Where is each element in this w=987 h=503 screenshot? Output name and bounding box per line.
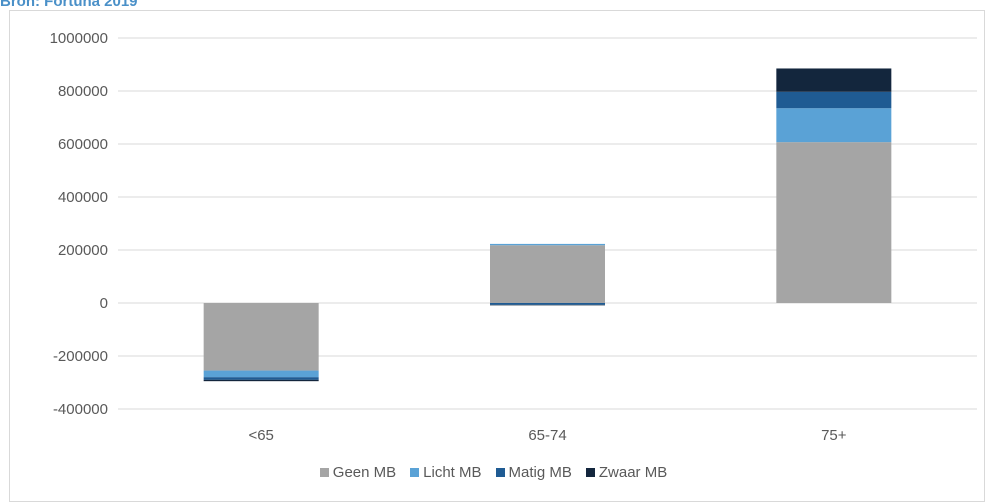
y-tick-label: 800000 bbox=[58, 83, 108, 100]
bar-segment bbox=[203, 370, 319, 378]
legend-item: Matig MB bbox=[495, 464, 572, 481]
bars bbox=[203, 68, 892, 382]
y-tick-label: 1000000 bbox=[50, 30, 108, 47]
x-tick-label: <65 bbox=[248, 427, 273, 444]
legend-label: Geen MB bbox=[332, 464, 397, 481]
y-tick-label: 600000 bbox=[58, 136, 108, 153]
y-axis: 1000000 800000 600000 400000 200000 0 -200000 -… bbox=[50, 30, 108, 418]
bar-segment bbox=[490, 304, 605, 306]
bar-segment bbox=[203, 303, 319, 371]
y-tick-label: 200000 bbox=[58, 242, 108, 259]
legend-item: Licht MB bbox=[410, 464, 482, 481]
x-tick-label: 65-74 bbox=[528, 427, 566, 444]
x-tick-label: 75+ bbox=[821, 427, 847, 444]
bar-segment bbox=[776, 91, 892, 109]
legend-swatch bbox=[585, 468, 595, 477]
y-tick-label: -400000 bbox=[53, 401, 108, 418]
chart-frame bbox=[9, 10, 985, 502]
legend-swatch bbox=[495, 468, 505, 477]
legend-label: Zwaar MB bbox=[598, 464, 668, 481]
legend-item: Zwaar MB bbox=[585, 464, 668, 481]
bar-segment bbox=[490, 243, 605, 246]
legend-label: Matig MB bbox=[508, 464, 572, 481]
source-label: Bron: Fortuna 2019 bbox=[0, 0, 138, 10]
legend-swatch bbox=[410, 468, 420, 477]
bar-segment bbox=[776, 108, 892, 143]
y-tick-label: -200000 bbox=[53, 348, 108, 365]
y-tick-label: 0 bbox=[100, 295, 108, 312]
bar-segment bbox=[490, 245, 605, 303]
bar-segment bbox=[490, 303, 605, 305]
bar-segment bbox=[776, 68, 892, 92]
bar-segment bbox=[203, 379, 319, 382]
x-axis: <65 65-74 75+ bbox=[248, 427, 846, 444]
y-tick-label: 400000 bbox=[58, 189, 108, 206]
bar-segment bbox=[776, 142, 892, 303]
legend-item: Geen MB bbox=[319, 464, 397, 481]
legend-label: Licht MB bbox=[423, 464, 482, 481]
legend-swatch bbox=[319, 468, 329, 477]
bar-segment bbox=[203, 377, 319, 380]
legend: Geen MB Licht MB Matig MB Zwaar MB bbox=[0, 464, 987, 481]
stacked-bar-chart: 1000000 800000 600000 400000 200000 0 -200000 -… bbox=[50, 30, 977, 444]
